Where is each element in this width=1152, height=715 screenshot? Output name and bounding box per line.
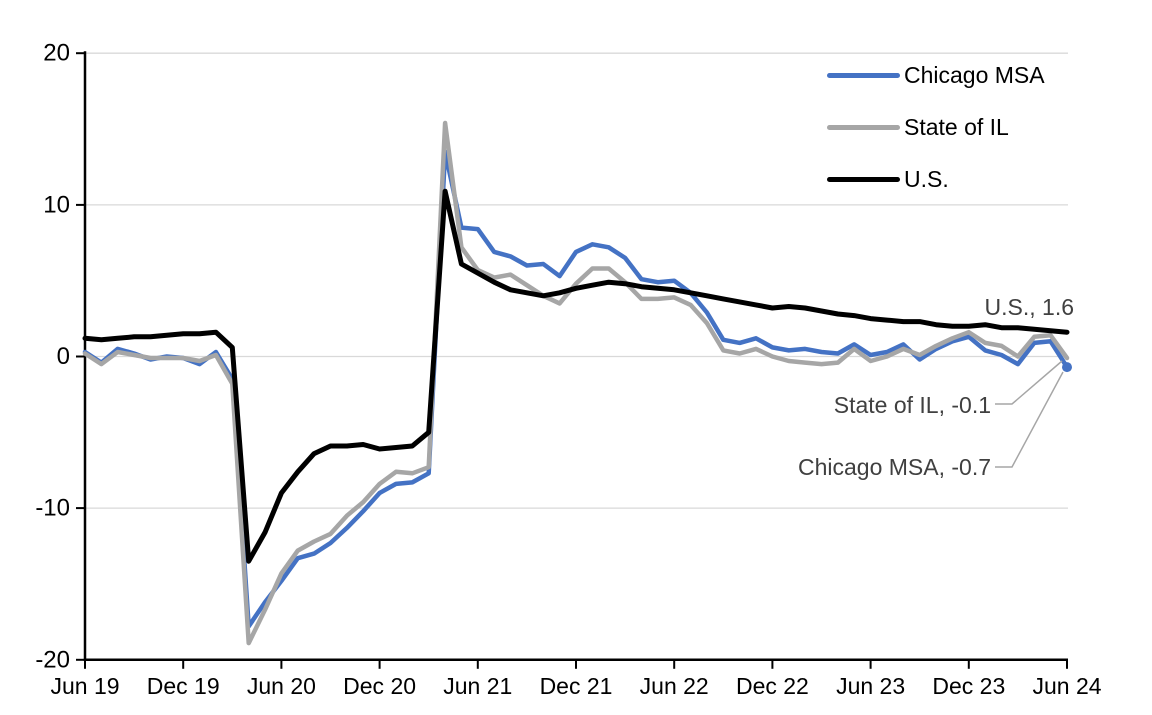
x-tick-label: Dec 21 [540, 673, 613, 699]
y-tick-label: 10 [43, 191, 70, 218]
chart-legend: Chicago MSA State of IL U.S. [827, 60, 1045, 216]
chicago-msa-end-marker [1062, 362, 1072, 373]
legend-item-chicago-msa: Chicago MSA [827, 60, 1045, 90]
legend-label: U.S. [904, 165, 949, 192]
state-of-il-leader-line [995, 360, 1063, 405]
us-end-value-label: U.S., 1.6 [984, 294, 1074, 320]
legend-label: State of IL [904, 113, 1009, 140]
x-tick-label: Dec 19 [147, 673, 220, 699]
x-tick-label: Jun 19 [50, 673, 119, 699]
x-tick-label: Dec 22 [736, 673, 809, 699]
y-tick-label: -20 [35, 646, 70, 673]
x-tick-label: Jun 22 [640, 673, 709, 699]
x-tick-label: Jun 21 [443, 673, 512, 699]
chicago-msa-leader-line [995, 371, 1064, 468]
x-tick-label: Jun 24 [1032, 673, 1101, 699]
y-tick-label: 0 [57, 343, 70, 370]
state-of-il-end-value-label: State of IL, -0.1 [833, 392, 991, 418]
state-of-il-line [82, 120, 1070, 646]
legend-label: Chicago MSA [904, 61, 1045, 88]
us-line-swatch [827, 176, 900, 182]
chicago-msa-end-value-label: Chicago MSA, -0.7 [797, 454, 991, 480]
x-tick-label: Jun 20 [247, 673, 316, 699]
legend-item-state-of-il: State of IL [827, 112, 1045, 142]
u-s-line [82, 188, 1070, 564]
y-tick-label: 20 [43, 40, 70, 67]
y-tick-label: -10 [35, 495, 70, 522]
chicago-msa-line-swatch [827, 72, 900, 78]
x-tick-label: Jun 23 [836, 673, 905, 699]
legend-item-us: U.S. [827, 164, 1045, 194]
x-tick-label: Dec 23 [932, 673, 1005, 699]
x-tick-label: Dec 20 [343, 673, 416, 699]
state-of-il-line-swatch [827, 124, 900, 130]
